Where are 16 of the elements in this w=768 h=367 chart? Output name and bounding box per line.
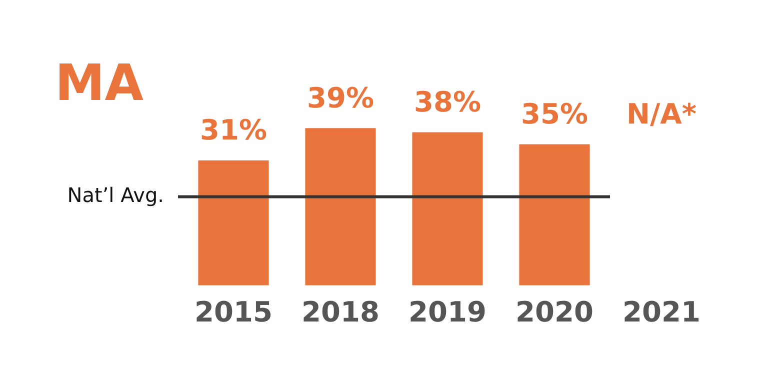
ref-line-label: Nat’l Avg. xyxy=(67,182,164,207)
data-label: 39% xyxy=(306,81,374,114)
bar xyxy=(305,128,376,286)
x-tick-label: 2018 xyxy=(302,295,380,328)
bar xyxy=(412,132,483,286)
bar xyxy=(519,144,590,286)
x-tick-label: 2019 xyxy=(408,295,486,328)
x-tick-label: 2015 xyxy=(194,295,272,328)
data-label: 35% xyxy=(520,98,588,131)
x-tick-label: 2021 xyxy=(622,295,700,328)
data-label: 38% xyxy=(414,86,482,118)
text: N/A* xyxy=(626,98,696,131)
x-tick-label: 2020 xyxy=(516,295,594,328)
bar xyxy=(198,160,269,286)
chart-title: MA xyxy=(55,54,144,112)
data-label: 31% xyxy=(200,114,268,147)
